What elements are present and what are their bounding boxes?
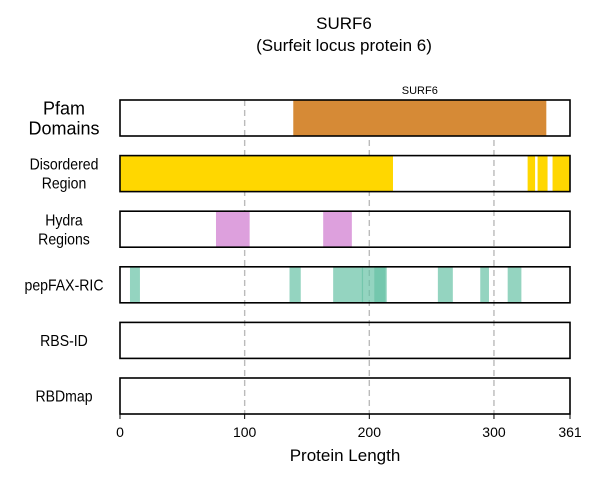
track-label-disordered: Region — [42, 175, 87, 193]
chart-subtitle: (Surfeit locus protein 6) — [256, 36, 432, 55]
track-label-hydra: Hydra — [45, 211, 83, 229]
tracks: SURF6PfamDomainsDisorderedRegionHydraReg… — [24, 85, 571, 415]
track-frame — [119, 377, 571, 415]
pepfax-segment — [480, 266, 489, 303]
track-label-pepfax: pepFAX-RIC — [24, 277, 103, 295]
x-tick-label: 0 — [116, 424, 124, 440]
chart-title: SURF6 — [316, 14, 372, 33]
track-pepfax: pepFAX-RIC — [24, 265, 571, 304]
gridlines — [243, 100, 495, 414]
track-label-pfam: Domains — [28, 118, 99, 138]
disordered-segment — [527, 155, 536, 192]
x-tick-label: 200 — [358, 424, 382, 440]
track-frame — [119, 265, 571, 304]
track-rbdmap: RBDmap — [35, 377, 571, 415]
pepfax-segment — [129, 266, 140, 303]
track-label-rbsid: RBS-ID — [40, 332, 88, 350]
pepfax-segment — [507, 266, 522, 303]
pepfax-segment — [437, 266, 453, 303]
hydra-segment — [323, 211, 352, 248]
track-rbsid: RBS-ID — [40, 321, 571, 360]
x-tick-label: 361 — [558, 424, 582, 440]
track-label-hydra: Regions — [38, 230, 90, 248]
pepfax-segment — [333, 266, 364, 303]
track-frame — [119, 99, 571, 137]
x-tick-label: 100 — [233, 424, 257, 440]
pfam-segment — [293, 100, 547, 136]
disordered-segment — [537, 155, 548, 192]
track-frame — [119, 210, 571, 248]
disordered-segment — [552, 155, 570, 192]
hydra-segment — [215, 211, 250, 248]
track-label-pfam: Pfam — [43, 98, 85, 118]
pfam-segment-label: SURF6 — [402, 85, 438, 97]
track-label-disordered: Disordered — [30, 156, 99, 174]
track-frame — [119, 321, 571, 360]
track-frame — [119, 154, 571, 193]
x-tick-label: 300 — [482, 424, 506, 440]
x-axis: 0 100 200 300 361 — [116, 414, 582, 440]
pepfax-segment — [289, 266, 301, 303]
track-label-rbdmap: RBDmap — [35, 388, 92, 406]
x-axis-label: Protein Length — [290, 446, 401, 465]
pepfax-segment — [374, 266, 387, 303]
disordered-segment — [120, 155, 393, 192]
